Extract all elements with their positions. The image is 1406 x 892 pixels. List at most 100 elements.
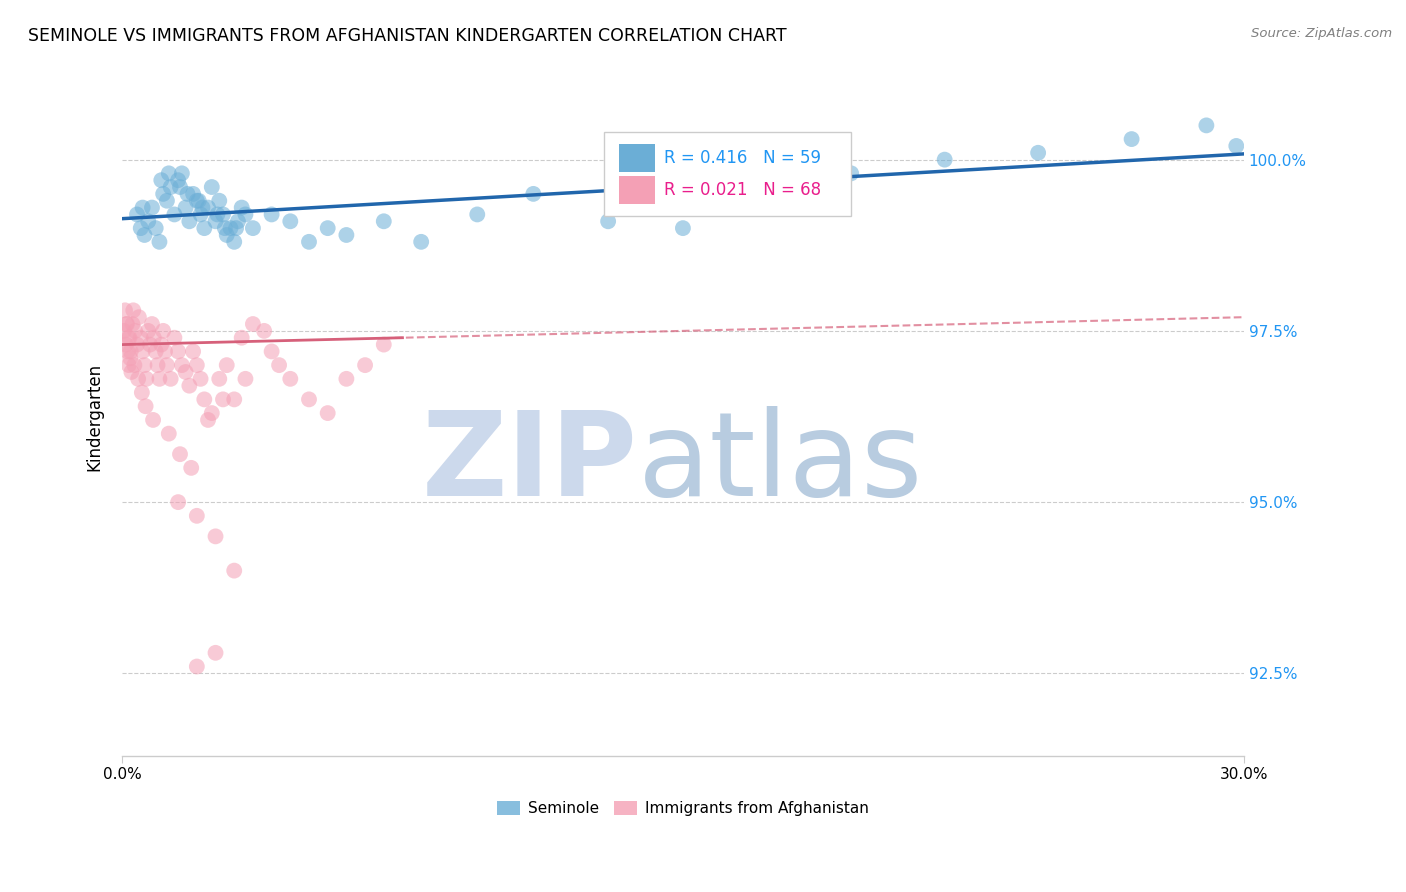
- Point: [159, 180, 181, 194]
- Point: [121, 317, 143, 331]
- Point: [204, 646, 226, 660]
- Point: [335, 227, 357, 242]
- FancyBboxPatch shape: [619, 176, 655, 204]
- Point: [124, 324, 146, 338]
- Point: [1121, 132, 1143, 146]
- Point: [839, 166, 862, 180]
- Point: [219, 221, 242, 235]
- Point: [226, 214, 249, 228]
- Point: [170, 358, 193, 372]
- Point: [163, 207, 186, 221]
- Point: [152, 324, 174, 338]
- Point: [224, 392, 246, 407]
- Point: [260, 344, 283, 359]
- Point: [129, 221, 152, 235]
- Point: [411, 235, 433, 249]
- Legend: Seminole, Immigrants from Afghanistan: Seminole, Immigrants from Afghanistan: [491, 796, 875, 822]
- Point: [174, 201, 197, 215]
- Point: [231, 201, 253, 215]
- Point: [120, 344, 142, 359]
- Point: [201, 180, 224, 194]
- Point: [125, 337, 148, 351]
- Point: [157, 426, 180, 441]
- Point: [167, 495, 190, 509]
- Point: [142, 413, 165, 427]
- Point: [131, 201, 153, 215]
- Point: [373, 337, 395, 351]
- Text: R = 0.021   N = 68: R = 0.021 N = 68: [664, 181, 821, 199]
- Point: [1225, 139, 1247, 153]
- Point: [152, 186, 174, 201]
- Point: [214, 221, 236, 235]
- Point: [215, 227, 238, 242]
- Point: [148, 235, 170, 249]
- Point: [141, 201, 163, 215]
- Point: [186, 508, 208, 523]
- Point: [157, 166, 180, 180]
- Point: [112, 324, 135, 338]
- Point: [179, 214, 201, 228]
- Point: [187, 194, 209, 208]
- Point: [298, 392, 321, 407]
- Point: [131, 385, 153, 400]
- Point: [316, 221, 339, 235]
- Point: [153, 344, 176, 359]
- Point: [115, 317, 138, 331]
- Point: [174, 365, 197, 379]
- Point: [129, 331, 152, 345]
- Point: [193, 392, 215, 407]
- Text: atlas: atlas: [638, 407, 924, 522]
- FancyBboxPatch shape: [605, 132, 851, 217]
- Point: [156, 358, 179, 372]
- Point: [242, 221, 264, 235]
- Point: [131, 344, 153, 359]
- Point: [747, 194, 769, 208]
- Point: [180, 461, 202, 475]
- Point: [179, 378, 201, 392]
- Point: [298, 235, 321, 249]
- Point: [181, 186, 204, 201]
- Point: [207, 207, 229, 221]
- Point: [125, 207, 148, 221]
- Y-axis label: Kindergarten: Kindergarten: [86, 362, 103, 471]
- Point: [156, 194, 179, 208]
- Point: [186, 659, 208, 673]
- Point: [269, 358, 291, 372]
- Point: [124, 358, 146, 372]
- Point: [163, 331, 186, 345]
- Point: [145, 344, 167, 359]
- Point: [373, 214, 395, 228]
- Point: [190, 372, 212, 386]
- Point: [242, 317, 264, 331]
- Point: [115, 317, 138, 331]
- Point: [135, 372, 157, 386]
- Point: [146, 358, 169, 372]
- Point: [118, 331, 141, 345]
- Point: [1026, 145, 1049, 160]
- Point: [231, 331, 253, 345]
- Point: [197, 413, 219, 427]
- Point: [253, 324, 276, 338]
- Point: [135, 399, 157, 413]
- Point: [159, 372, 181, 386]
- Point: [204, 529, 226, 543]
- Point: [465, 207, 488, 221]
- Point: [235, 372, 257, 386]
- Point: [170, 166, 193, 180]
- Point: [176, 186, 198, 201]
- Point: [141, 317, 163, 331]
- Point: [193, 221, 215, 235]
- Point: [148, 372, 170, 386]
- Point: [169, 447, 191, 461]
- Point: [136, 214, 159, 228]
- Point: [598, 214, 620, 228]
- Point: [134, 358, 156, 372]
- Point: [212, 392, 235, 407]
- Point: [278, 372, 301, 386]
- Point: [224, 564, 246, 578]
- Point: [208, 372, 231, 386]
- Point: [118, 358, 141, 372]
- Point: [169, 180, 191, 194]
- Point: [134, 227, 156, 242]
- Point: [235, 207, 257, 221]
